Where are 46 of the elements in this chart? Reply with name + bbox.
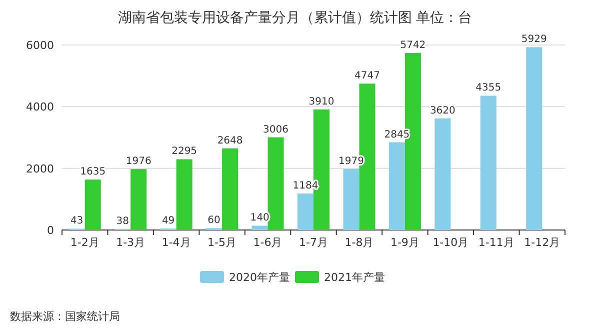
bar bbox=[252, 226, 268, 230]
data-label: 1635 bbox=[80, 166, 106, 178]
x-tick-label: 1-11月 bbox=[478, 236, 514, 249]
bar bbox=[222, 148, 238, 230]
bar bbox=[268, 137, 284, 230]
data-label: 43 bbox=[70, 216, 84, 227]
legend-label: 2021年产量 bbox=[324, 271, 385, 284]
bar bbox=[84, 180, 101, 230]
data-label: 38 bbox=[116, 216, 129, 227]
data-label: 60 bbox=[208, 215, 220, 226]
data-label: 4355 bbox=[476, 82, 502, 94]
x-tick-label: 1-4月 bbox=[162, 236, 191, 249]
data-label: 49 bbox=[162, 215, 175, 226]
x-tick-label: 1-9月 bbox=[390, 236, 420, 249]
bar bbox=[526, 47, 542, 230]
data-label: 1976 bbox=[126, 156, 152, 168]
x-tick-label: 1-10月 bbox=[432, 236, 469, 249]
data-label: 5929 bbox=[521, 34, 547, 46]
bar bbox=[130, 169, 147, 230]
y-tick-label: 4000 bbox=[26, 100, 54, 114]
data-label: 3006 bbox=[263, 124, 288, 136]
bar bbox=[434, 118, 451, 230]
y-tick-label: 2000 bbox=[26, 162, 54, 176]
bar bbox=[297, 193, 314, 230]
bar bbox=[343, 168, 360, 230]
source-note: 数据来源：国家统计局 bbox=[10, 310, 120, 323]
x-tick-label: 1-8月 bbox=[344, 236, 374, 249]
legend-label: 2020年产量 bbox=[229, 271, 290, 284]
chart-title: 湖南省包装专用设备产量分月（累计值）统计图 单位：台 bbox=[118, 10, 472, 26]
x-tick-label: 1-7月 bbox=[299, 236, 328, 249]
y-tick-label: 6000 bbox=[26, 39, 54, 52]
data-label: 2295 bbox=[172, 146, 198, 158]
bar bbox=[480, 96, 496, 230]
x-tick-label: 1-2月 bbox=[70, 236, 100, 249]
x-tick-label: 1-12月 bbox=[524, 236, 560, 249]
data-label: 5742 bbox=[400, 40, 426, 51]
data-label: 4747 bbox=[354, 70, 380, 82]
bar bbox=[388, 142, 405, 230]
bar bbox=[176, 159, 192, 230]
data-label: 3910 bbox=[308, 96, 334, 108]
data-label: 3620 bbox=[430, 105, 456, 116]
y-tick-label: 0 bbox=[47, 224, 54, 237]
x-tick-label: 1-5月 bbox=[208, 236, 237, 249]
data-label: 2648 bbox=[217, 135, 243, 146]
x-tick-label: 1-6月 bbox=[253, 236, 282, 249]
x-tick-label: 1-3月 bbox=[116, 236, 146, 249]
